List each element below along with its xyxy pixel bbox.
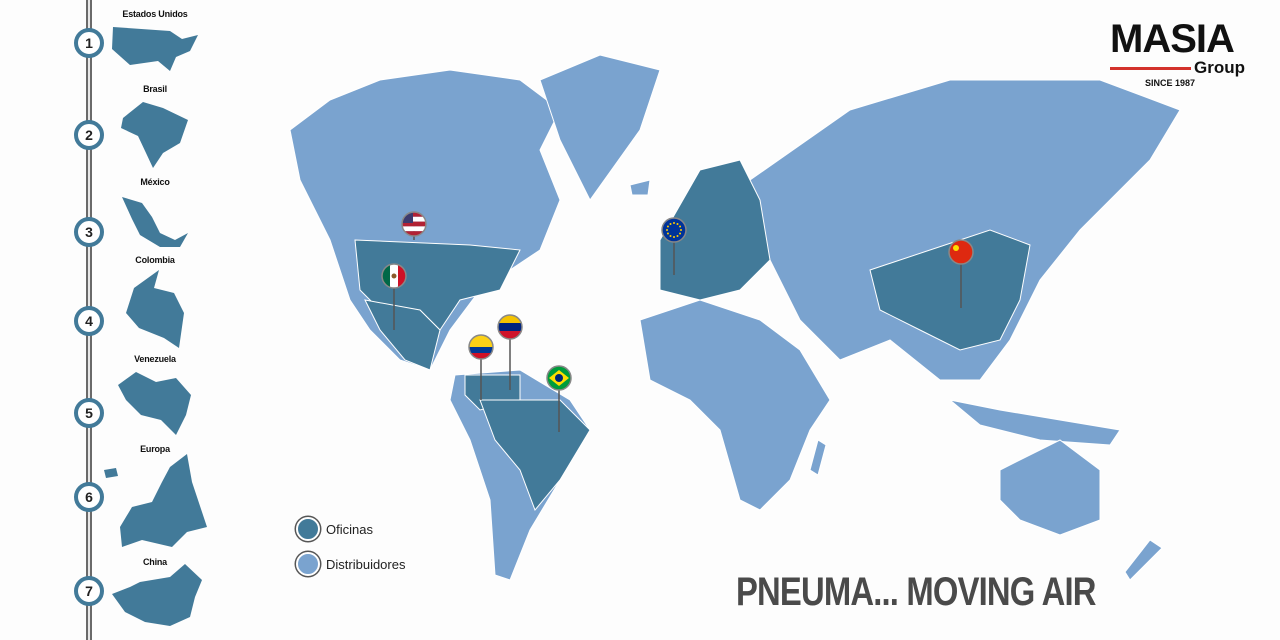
- pin-rim: [381, 263, 407, 289]
- offices-swatch-icon: [296, 517, 320, 541]
- venezuela-shape: [118, 372, 191, 435]
- pin-eu: [661, 217, 687, 275]
- pin-rim: [497, 314, 523, 340]
- legend-distributors: Distribuidores: [296, 552, 405, 576]
- logo-since: SINCE 1987: [1144, 78, 1196, 88]
- country-label: Venezuela: [134, 354, 176, 364]
- step-6: 6: [74, 482, 104, 512]
- logo-sub: Group: [1194, 58, 1245, 77]
- pin-mexico: [381, 263, 407, 330]
- pin-brazil: [546, 365, 572, 432]
- europe-shape: [104, 454, 207, 547]
- pin-rim: [948, 239, 974, 265]
- brazil-region: [479, 399, 591, 511]
- step-7: 7: [74, 576, 104, 606]
- usa-flag-icon: [402, 212, 426, 236]
- country-label: China: [142, 557, 167, 567]
- country-label: México: [140, 177, 170, 187]
- step-2: 2: [74, 120, 104, 150]
- usa-shape: [112, 27, 198, 71]
- legend-offices: Oficinas: [296, 517, 373, 541]
- country-label: Estados Unidos: [122, 9, 188, 19]
- uk-iceland: [629, 179, 651, 196]
- brazil-shape: [121, 102, 188, 168]
- africa: [639, 299, 831, 511]
- step-5: 5: [74, 398, 104, 428]
- greenland: [539, 54, 661, 201]
- country-label: Europa: [140, 444, 170, 454]
- pin-rim: [468, 334, 494, 360]
- asia: [749, 79, 1181, 381]
- pin-china: [948, 239, 974, 308]
- country-label: Colombia: [135, 255, 175, 265]
- pin-usa: [401, 211, 427, 240]
- mexico-shape: [122, 197, 188, 247]
- slogan: PNEUMA... MOVING AIR: [736, 570, 1096, 614]
- colombia-flag-icon: [469, 335, 493, 359]
- pin-rim: [401, 211, 427, 237]
- mexico-flag-icon: [382, 264, 406, 288]
- logo-bar: [1110, 66, 1191, 70]
- australia: [999, 439, 1101, 536]
- madagascar: [809, 439, 827, 476]
- pin-rim: [546, 365, 572, 391]
- colombia-shape: [126, 270, 184, 348]
- step-1: 1: [74, 28, 104, 58]
- country-label: Brasil: [143, 84, 167, 94]
- venezuela-flag-icon: [498, 315, 522, 339]
- mexico-region: [364, 299, 441, 371]
- step-4: 4: [74, 306, 104, 336]
- legend-offices-label: Oficinas: [326, 521, 373, 537]
- step-3: 3: [74, 217, 104, 247]
- new-zealand: [1124, 539, 1163, 581]
- logo-name: MASIA: [1110, 17, 1235, 61]
- europe-region: [659, 159, 771, 301]
- legend-distributors-label: Distribuidores: [326, 556, 406, 572]
- pin-colombia: [468, 334, 494, 400]
- masia-logo: MASIA Group SINCE 1987: [1110, 17, 1245, 88]
- pin-venezuela: [497, 314, 523, 390]
- china-shape: [112, 564, 202, 626]
- indonesia: [949, 399, 1121, 446]
- pin-rim: [661, 217, 687, 243]
- distributors-swatch-icon: [296, 552, 320, 576]
